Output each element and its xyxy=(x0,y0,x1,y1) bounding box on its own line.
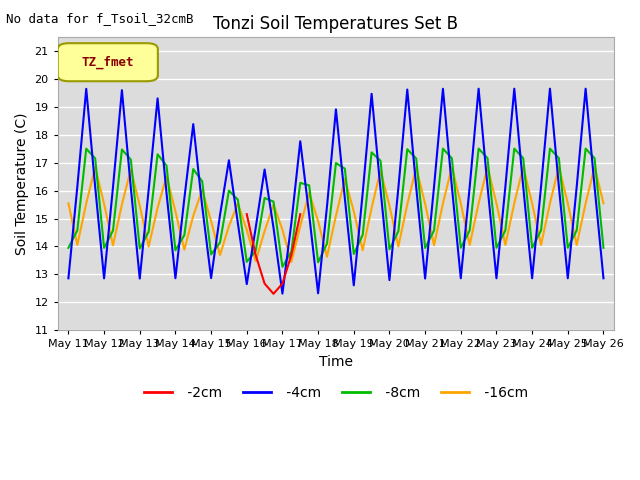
X-axis label: Time: Time xyxy=(319,355,353,369)
FancyBboxPatch shape xyxy=(58,43,158,81)
Title: Tonzi Soil Temperatures Set B: Tonzi Soil Temperatures Set B xyxy=(213,15,458,33)
Text: No data for f_Tsoil_32cmB: No data for f_Tsoil_32cmB xyxy=(6,12,194,25)
Y-axis label: Soil Temperature (C): Soil Temperature (C) xyxy=(15,112,29,255)
Legend:  -2cm,  -4cm,  -8cm,  -16cm: -2cm, -4cm, -8cm, -16cm xyxy=(138,380,533,405)
Text: TZ_fmet: TZ_fmet xyxy=(81,56,134,69)
